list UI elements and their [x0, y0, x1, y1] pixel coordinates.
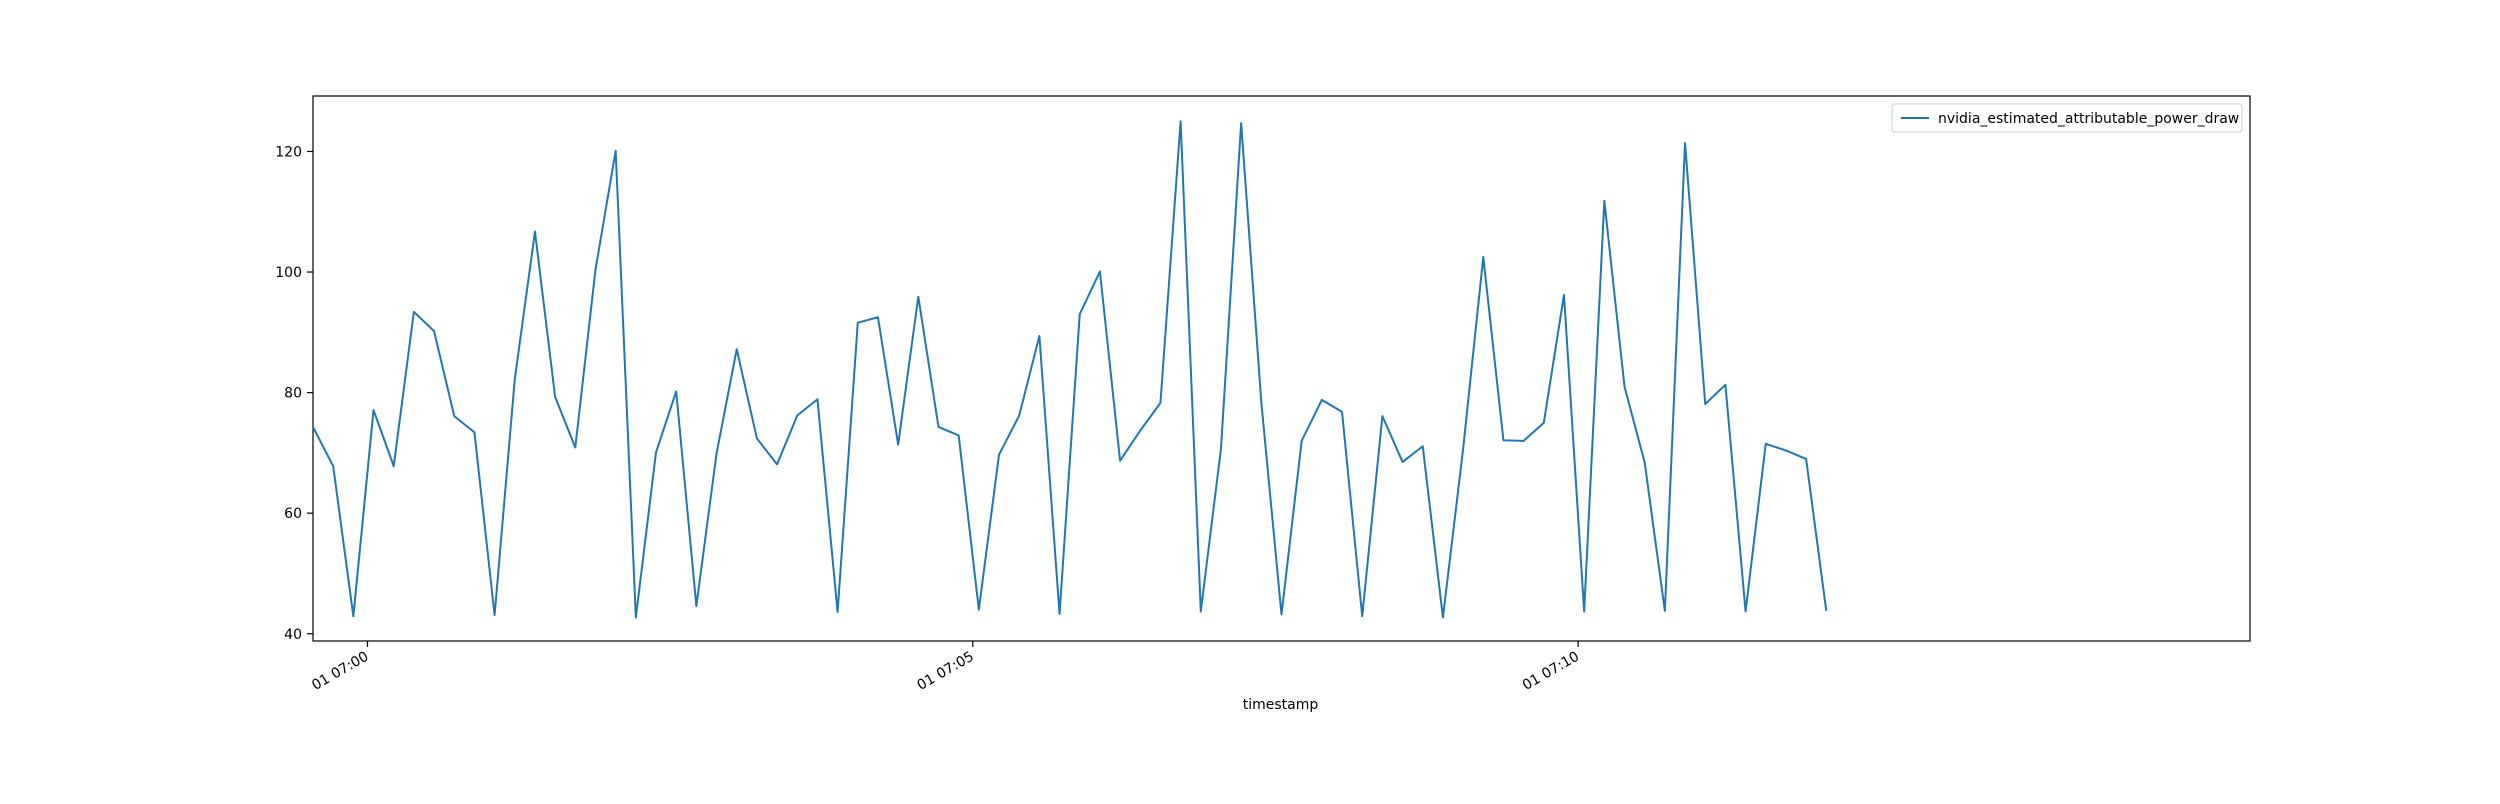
- legend: nvidia_estimated_attributable_power_draw: [1891, 103, 2243, 133]
- x-tick-label: 01 07:00: [309, 649, 371, 694]
- x-tick-label: 01 07:05: [915, 649, 977, 694]
- series-layer: [312, 120, 1828, 619]
- y-tick-label: 120: [275, 144, 302, 160]
- axes-layer: 40 60 80 100 120 01 07:00 01 07:05 01 07:10 time…: [275, 95, 2251, 713]
- plot-frame: [312, 95, 2251, 642]
- legend-label: nvidia_estimated_attributable_power_draw: [1938, 111, 2239, 127]
- y-tick-label: 40: [284, 627, 302, 643]
- x-tick-label: 01 07:10: [1520, 649, 1582, 694]
- x-axis-label: timestamp: [1243, 697, 1319, 713]
- y-tick-label: 80: [284, 386, 302, 402]
- y-tick-label: 100: [275, 265, 302, 281]
- legend-box: [1891, 103, 2243, 133]
- series-line-0: [312, 120, 1828, 619]
- y-tick-label: 60: [284, 506, 302, 522]
